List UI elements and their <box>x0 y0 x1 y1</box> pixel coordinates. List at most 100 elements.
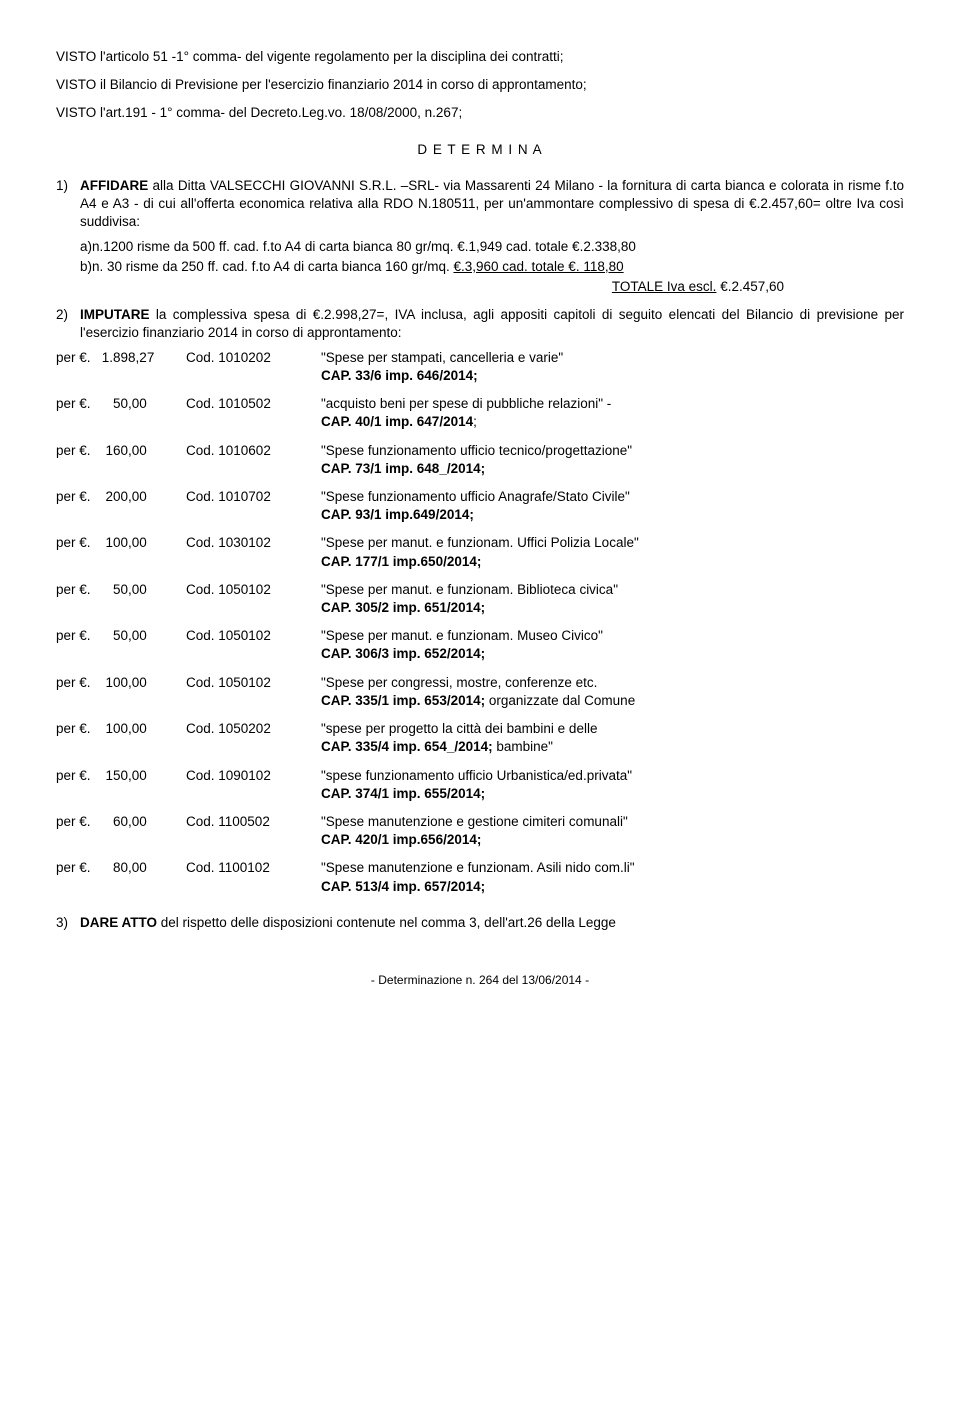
alloc-cap-text: CAP. 513/4 imp. 657/2014; <box>321 879 485 894</box>
alloc-amount: per €. 80,00 <box>56 859 186 877</box>
item-2: 2) IMPUTARE la complessiva spesa di €.2.… <box>56 306 904 342</box>
item-2-body: la complessiva spesa di €.2.998,27=, IVA… <box>80 307 904 340</box>
alloc-cap: CAP. 93/1 imp.649/2014; <box>56 506 904 524</box>
alloc-line1: per €. 100,00Cod. 1050202"spese per prog… <box>56 720 904 738</box>
item-1-body: alla Ditta VALSECCHI GIOVANNI S.R.L. –SR… <box>80 178 904 229</box>
alloc-cap-text: CAP. 306/3 imp. 652/2014; <box>321 646 485 661</box>
alloc-cap-text: CAP. 335/4 imp. 654_/2014; <box>321 739 493 754</box>
alloc-cap: CAP. 306/3 imp. 652/2014; <box>56 645 904 663</box>
footer: - Determinazione n. 264 del 13/06/2014 - <box>56 972 904 988</box>
alloc-cap-text: CAP. 335/1 imp. 653/2014; <box>321 693 485 708</box>
alloc-cap-text: CAP. 374/1 imp. 655/2014; <box>321 786 485 801</box>
alloc-line1: per €. 60,00Cod. 1100502"Spese manutenzi… <box>56 813 904 831</box>
alloc-line1: per €. 100,00Cod. 1050102"Spese per cong… <box>56 674 904 692</box>
item-2-text: IMPUTARE la complessiva spesa di €.2.998… <box>80 306 904 342</box>
item-2-num: 2) <box>56 306 80 342</box>
alloc-cap: CAP. 420/1 imp.656/2014; <box>56 831 904 849</box>
alloc-cap: CAP. 374/1 imp. 655/2014; <box>56 785 904 803</box>
alloc-desc: "acquisto beni per spese di pubbliche re… <box>321 395 904 413</box>
alloc-cap: CAP. 73/1 imp. 648_/2014; <box>56 460 904 478</box>
alloc-amount: per €. 60,00 <box>56 813 186 831</box>
alloc-amount: per €. 150,00 <box>56 767 186 785</box>
alloc-code: Cod. 1010602 <box>186 442 321 460</box>
alloc-line1: per €. 50,00Cod. 1050102"Spese per manut… <box>56 581 904 599</box>
item-1-num: 1) <box>56 177 80 232</box>
item-3-text: DARE ATTO del rispetto delle disposizion… <box>80 914 904 932</box>
alloc-cap-text: CAP. 305/2 imp. 651/2014; <box>321 600 485 615</box>
alloc-cap: CAP. 335/1 imp. 653/2014; organizzate da… <box>56 692 904 710</box>
alloc-cap: CAP. 513/4 imp. 657/2014; <box>56 878 904 896</box>
alloc-line1: per €. 160,00Cod. 1010602"Spese funziona… <box>56 442 904 460</box>
alloc-code: Cod. 1050102 <box>186 627 321 645</box>
alloc-desc: "spese funzionamento ufficio Urbanistica… <box>321 767 904 785</box>
alloc-row: per €. 150,00Cod. 1090102"spese funziona… <box>56 767 904 803</box>
alloc-cap-text: CAP. 93/1 imp.649/2014; <box>321 507 474 522</box>
alloc-amount: per €. 100,00 <box>56 720 186 738</box>
alloc-row: per €. 200,00Cod. 1010702"Spese funziona… <box>56 488 904 524</box>
total-label: TOTALE Iva escl. <box>612 279 717 294</box>
alloc-cap-text: CAP. 73/1 imp. 648_/2014; <box>321 461 485 476</box>
alloc-code: Cod. 1050102 <box>186 581 321 599</box>
alloc-amount: per €. 160,00 <box>56 442 186 460</box>
alloc-row: per €. 50,00Cod. 1010502"acquisto beni p… <box>56 395 904 431</box>
alloc-desc: "Spese per congressi, mostre, conferenze… <box>321 674 904 692</box>
item-1-text: AFFIDARE alla Ditta VALSECCHI GIOVANNI S… <box>80 177 904 232</box>
sub-b-pre: b)n. 30 risme da 250 ff. cad. f.to A4 di… <box>80 259 453 274</box>
alloc-cap: CAP. 33/6 imp. 646/2014; <box>56 367 904 385</box>
sub-b-under: €.3,960 cad. totale €. 118,80 <box>453 259 623 274</box>
alloc-amount: per €. 50,00 <box>56 395 186 413</box>
alloc-row: per €. 160,00Cod. 1010602"Spese funziona… <box>56 442 904 478</box>
determina-heading: D E T E R M I N A <box>56 141 904 159</box>
alloc-code: Cod. 1010502 <box>186 395 321 413</box>
alloc-code: Cod. 1100102 <box>186 859 321 877</box>
alloc-desc: "spese per progetto la città dei bambini… <box>321 720 904 738</box>
alloc-amount: per €. 100,00 <box>56 534 186 552</box>
alloc-cap: CAP. 335/4 imp. 654_/2014; bambine" <box>56 738 904 756</box>
alloc-cap-text: CAP. 40/1 imp. 647/2014 <box>321 414 473 429</box>
alloc-line1: per €. 100,00Cod. 1030102"Spese per manu… <box>56 534 904 552</box>
alloc-cap-extra: organizzate dal Comune <box>485 693 635 708</box>
alloc-code: Cod. 1010202 <box>186 349 321 367</box>
alloc-amount: per €. 200,00 <box>56 488 186 506</box>
alloc-code: Cod. 1050202 <box>186 720 321 738</box>
alloc-line1: per €. 1.898,27Cod. 1010202"Spese per st… <box>56 349 904 367</box>
total-line: TOTALE Iva escl. €.2.457,60 <box>56 278 904 296</box>
alloc-desc: "Spese per manut. e funzionam. Uffici Po… <box>321 534 904 552</box>
alloc-amount: per €. 50,00 <box>56 627 186 645</box>
alloc-row: per €. 50,00Cod. 1050102"Spese per manut… <box>56 581 904 617</box>
alloc-cap: CAP. 305/2 imp. 651/2014; <box>56 599 904 617</box>
alloc-row: per €. 80,00Cod. 1100102"Spese manutenzi… <box>56 859 904 895</box>
alloc-line1: per €. 50,00Cod. 1050102"Spese per manut… <box>56 627 904 645</box>
alloc-desc: "Spese manutenzione e funzionam. Asili n… <box>321 859 904 877</box>
alloc-desc: "Spese per stampati, cancelleria e varie… <box>321 349 904 367</box>
item-3-body: del rispetto delle disposizioni contenut… <box>157 915 616 930</box>
alloc-cap: CAP. 177/1 imp.650/2014; <box>56 553 904 571</box>
alloc-code: Cod. 1050102 <box>186 674 321 692</box>
item-1: 1) AFFIDARE alla Ditta VALSECCHI GIOVANN… <box>56 177 904 232</box>
alloc-amount: per €. 50,00 <box>56 581 186 599</box>
allocations: per €. 1.898,27Cod. 1010202"Spese per st… <box>56 349 904 896</box>
alloc-code: Cod. 1090102 <box>186 767 321 785</box>
sub-b: b)n. 30 risme da 250 ff. cad. f.to A4 di… <box>56 258 904 276</box>
alloc-cap-text: CAP. 177/1 imp.650/2014; <box>321 554 481 569</box>
alloc-code: Cod. 1010702 <box>186 488 321 506</box>
alloc-row: per €. 100,00Cod. 1050102"Spese per cong… <box>56 674 904 710</box>
item-3-num: 3) <box>56 914 80 932</box>
alloc-row: per €. 50,00Cod. 1050102"Spese per manut… <box>56 627 904 663</box>
alloc-amount: per €. 100,00 <box>56 674 186 692</box>
item-1-pre: AFFIDARE <box>80 178 148 193</box>
alloc-desc: "Spese funzionamento ufficio Anagrafe/St… <box>321 488 904 506</box>
alloc-desc: "Spese manutenzione e gestione cimiteri … <box>321 813 904 831</box>
item-3: 3) DARE ATTO del rispetto delle disposiz… <box>56 914 904 932</box>
alloc-cap-extra: ; <box>473 414 477 429</box>
alloc-row: per €. 100,00Cod. 1030102"Spese per manu… <box>56 534 904 570</box>
total-val: €.2.457,60 <box>716 279 784 294</box>
alloc-row: per €. 60,00Cod. 1100502"Spese manutenzi… <box>56 813 904 849</box>
item-3-pre: DARE ATTO <box>80 915 157 930</box>
alloc-cap-text: CAP. 33/6 imp. 646/2014; <box>321 368 478 383</box>
alloc-cap-text: CAP. 420/1 imp.656/2014; <box>321 832 481 847</box>
alloc-desc: "Spese per manut. e funzionam. Bibliotec… <box>321 581 904 599</box>
alloc-line1: per €. 200,00Cod. 1010702"Spese funziona… <box>56 488 904 506</box>
sub-a: a)n.1200 risme da 500 ff. cad. f.to A4 d… <box>56 238 904 256</box>
alloc-line1: per €. 150,00Cod. 1090102"spese funziona… <box>56 767 904 785</box>
